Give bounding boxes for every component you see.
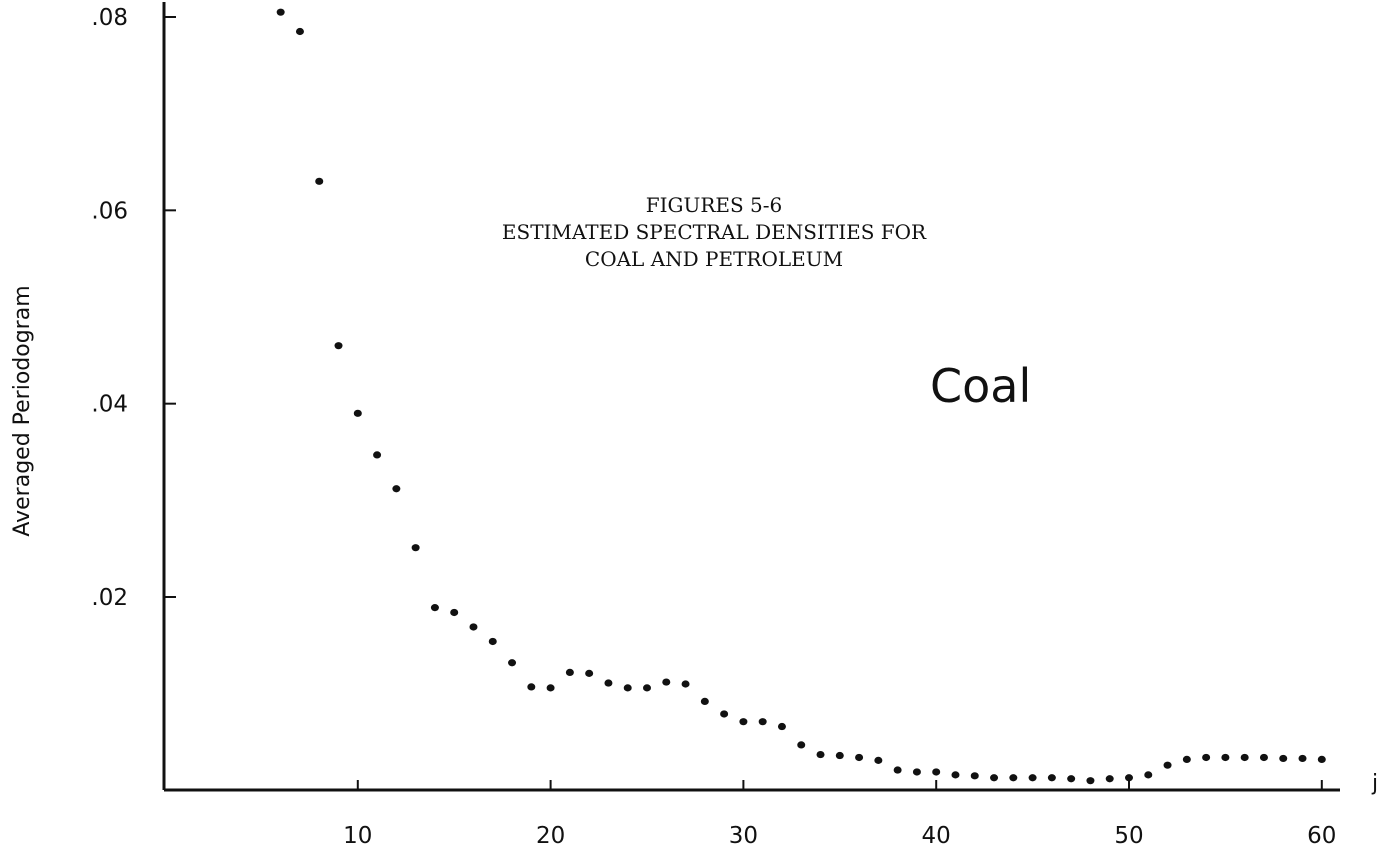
data-point [276, 8, 285, 16]
data-point [450, 608, 459, 617]
data-point [411, 544, 420, 552]
data-point [353, 409, 362, 417]
data-point [1028, 774, 1037, 782]
chart-title-line-1: FIGURES 5-6 [646, 193, 783, 217]
data-point [469, 623, 478, 631]
data-point [1279, 754, 1288, 763]
data-point [777, 722, 786, 731]
data-point [1259, 753, 1268, 762]
data-point [990, 774, 999, 782]
chart-title-line-3: COAL AND PETROLEUM [585, 247, 843, 271]
data-point [565, 668, 574, 677]
axes [162, 2, 1340, 792]
data-point [662, 678, 671, 686]
data-point [816, 750, 825, 759]
x-tick-label: 30 [729, 823, 758, 849]
data-point [1086, 777, 1095, 785]
data-point [874, 756, 883, 764]
data-point [1317, 755, 1326, 764]
data-point [855, 753, 864, 762]
data-point [1047, 774, 1056, 782]
data-point [1163, 761, 1172, 769]
ticks: 10 20 30 40 50 60 .02 .04 .06 .08 [91, 5, 1336, 849]
data-point [604, 679, 613, 687]
y-tick-label: .06 [91, 198, 128, 224]
data-point [315, 177, 324, 185]
data-point [700, 697, 709, 706]
x-tick-label: 60 [1307, 823, 1336, 849]
x-tick-label: 40 [922, 823, 951, 849]
data-point [739, 718, 748, 726]
data-point [1144, 771, 1153, 779]
data-point [488, 637, 497, 646]
data-point [392, 485, 401, 493]
data-point [797, 741, 806, 749]
data-point [893, 766, 902, 774]
data-point [508, 659, 517, 667]
data-point [1298, 754, 1307, 763]
data-point [681, 680, 690, 688]
data-point [643, 684, 651, 692]
data-point [1009, 774, 1018, 782]
data-point [970, 772, 979, 780]
x-tick-label: 10 [343, 823, 372, 849]
data-point [623, 684, 632, 692]
data-point [1182, 755, 1191, 764]
data-point [835, 751, 844, 760]
data-point [912, 768, 921, 776]
data-point [1202, 753, 1211, 762]
x-tick-label: 20 [536, 823, 565, 849]
data-point [373, 451, 382, 459]
data-point [932, 768, 941, 776]
data-point [527, 683, 536, 691]
data-point [430, 604, 439, 612]
data-point [546, 684, 555, 692]
y-tick-label: .08 [91, 5, 128, 31]
y-axis-label: Averaged Periodogram [10, 285, 35, 536]
data-point [585, 669, 594, 677]
x-tick-label: 50 [1114, 823, 1143, 849]
data-point [951, 771, 960, 779]
data-point [720, 710, 729, 718]
series-label: Coal [930, 359, 1031, 413]
data-point [1067, 775, 1076, 783]
data-point [1125, 774, 1133, 782]
y-tick-label: .04 [91, 392, 128, 418]
data-point [1105, 775, 1114, 783]
data-point [1221, 753, 1230, 762]
data-point [758, 718, 767, 726]
chart-title-line-2: ESTIMATED SPECTRAL DENSITIES FOR [502, 220, 927, 244]
data-point [295, 27, 304, 36]
data-points [276, 8, 1326, 785]
y-tick-label: .02 [91, 585, 128, 611]
data-point [1240, 753, 1249, 762]
data-point [334, 342, 343, 350]
x-axis-label: j [1371, 771, 1378, 796]
